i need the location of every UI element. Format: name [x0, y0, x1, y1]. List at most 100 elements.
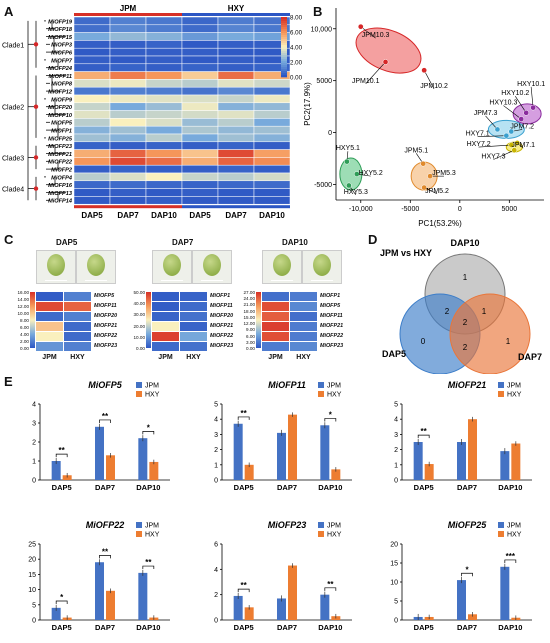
heatmap-cell [181, 188, 219, 197]
gene-label: MiOFP5 [320, 303, 341, 309]
heatmap-cell [181, 24, 219, 33]
heatmap-cell [181, 16, 219, 26]
pca-point [511, 147, 518, 154]
heatmap-cell [181, 141, 219, 150]
legend-swatch [281, 55, 287, 58]
group-label: HXY [228, 4, 245, 13]
legend-swatch-jpm [318, 382, 324, 388]
heatmap-cell [253, 102, 291, 111]
legend-label-jpm: JPM [145, 383, 159, 390]
category-label: DAP5 [414, 483, 434, 492]
y-tick-label: 6 [214, 542, 218, 549]
heatmap-cell [145, 79, 183, 88]
legend-label-jpm: JPM [507, 383, 521, 390]
expression-legend-bar [30, 292, 35, 348]
bar-jpm [277, 432, 286, 480]
fruit-shape [163, 254, 181, 276]
gene-label: MiOFP5 [94, 293, 115, 299]
gene-label: MiOFP21 [94, 323, 118, 329]
fruit-shape [203, 254, 221, 276]
heatmap-cell [73, 180, 111, 189]
significance-bracket [142, 431, 155, 435]
heatmap-cell [73, 164, 111, 174]
legend-swatch [281, 39, 287, 42]
legend-swatch [281, 27, 287, 30]
legend-tick: 0.00 [290, 75, 303, 82]
bar-hxy [244, 464, 254, 480]
fruit-shape [313, 254, 331, 276]
heatmap-cell [217, 63, 255, 72]
expression-cell [64, 302, 91, 311]
bar-hxy [288, 565, 297, 620]
legend-tick: 0.00 [136, 346, 145, 351]
legend-tick: 24.00 [243, 296, 256, 302]
legend-swatch-hxy [318, 391, 324, 397]
clade-node-dot [33, 104, 39, 109]
bar-jpm [95, 562, 104, 620]
legend-label-hxy: HXY [327, 532, 342, 539]
bar-jpm [233, 423, 243, 480]
legend-label-jpm: JPM [507, 523, 521, 530]
legend-swatch [281, 53, 287, 56]
heatmap-cell [145, 86, 183, 96]
legend-tick: 8.00 [20, 318, 29, 323]
heatmap-cell [181, 172, 219, 182]
significance-bracket [324, 418, 337, 422]
bar-jpm [95, 426, 104, 480]
fruit-shape [87, 254, 105, 276]
heatmap-cell [145, 188, 183, 197]
pca-point [508, 128, 515, 135]
heatmap-cell [181, 47, 219, 57]
gene-label: MiOFP23 [320, 343, 344, 349]
legend-tick: 10.00 [133, 334, 146, 340]
bar-hxy [149, 461, 159, 480]
gene-label: MiOFP4 [51, 175, 73, 181]
heatmap-cell [109, 196, 147, 205]
expression-cell [36, 292, 63, 301]
bar-jpm [51, 607, 61, 620]
bar-jpm [51, 461, 61, 480]
panel-letter-b: B [313, 4, 323, 19]
heatmap-cell [109, 55, 147, 65]
bar-hxy [424, 464, 434, 480]
legend-tick: 12.00 [243, 321, 256, 327]
category-label: DAP10 [136, 623, 160, 632]
category-label: DAP10 [318, 483, 342, 492]
expression-legend-bar [256, 292, 261, 348]
bar-jpm [138, 438, 148, 480]
legend-swatch [281, 63, 287, 66]
pca-point [421, 184, 428, 191]
bar-jpm [233, 595, 243, 620]
heatmap-cell [109, 94, 147, 104]
heatmap-cell [217, 172, 255, 182]
legend-tick: 6.00 [20, 325, 29, 330]
x-tick-label: -10,000 [349, 206, 373, 213]
clade-labels: Clade1 Clade2 Clade3 Clade4 [2, 42, 39, 194]
legend-swatch [281, 37, 287, 40]
pca-points [344, 23, 536, 195]
bar-chart: MiOFP25 20 15 10 5 0 DAP5 DAP7 * DAP10 *** JPM HXY [390, 520, 532, 632]
venn-count-dap10-only: 1 [463, 273, 468, 282]
heatmap-cell [73, 86, 111, 96]
pca-point-label: HXY7.2 [467, 141, 491, 148]
heatmap-cell [73, 125, 111, 135]
gene-label: MiOFP16 [48, 183, 73, 189]
legend-swatch [281, 59, 287, 62]
category-label: DAP5 [52, 483, 72, 492]
jpm-fruit-photo [36, 250, 76, 284]
bar-jpm [457, 580, 466, 620]
bar-hxy [468, 614, 477, 620]
heatmap-cell [217, 86, 255, 96]
legend-swatch [281, 45, 287, 48]
pca-point [523, 109, 530, 116]
legend-tick: 0.00 [246, 346, 255, 351]
pca-axes: -10,000 -5000 0 5000 10,000 5000 0 -5000 PC1(53.… [303, 8, 544, 228]
fruit-expression-panel: DAP5 16.00 14.00 12.00 10.00 8.00 6.00 4.00 2.00… [0, 232, 368, 372]
y-tick-label: 1 [214, 462, 218, 469]
panel-letter-c: C [4, 232, 14, 247]
significance-bracket [55, 600, 68, 604]
expression-cell [180, 332, 207, 341]
category-label: DAP10 [318, 623, 342, 632]
column-label: HXY [70, 354, 85, 361]
expression-cell [262, 302, 289, 311]
